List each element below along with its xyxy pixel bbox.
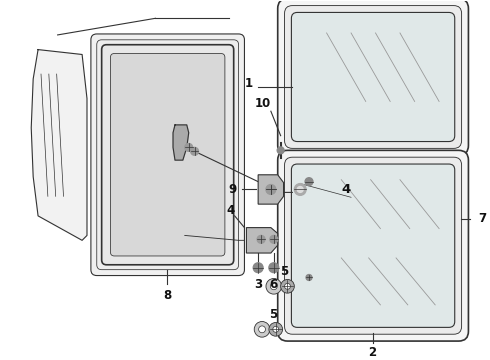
Circle shape xyxy=(305,178,313,185)
FancyBboxPatch shape xyxy=(292,13,455,141)
FancyBboxPatch shape xyxy=(91,34,245,275)
Circle shape xyxy=(259,326,266,333)
Circle shape xyxy=(266,279,282,294)
Text: 5: 5 xyxy=(280,265,289,278)
Text: 9: 9 xyxy=(229,183,237,196)
Text: 4: 4 xyxy=(342,183,351,196)
Text: 8: 8 xyxy=(163,289,172,302)
FancyBboxPatch shape xyxy=(110,54,225,256)
Text: 6: 6 xyxy=(270,278,278,291)
Circle shape xyxy=(270,283,277,290)
Text: 3: 3 xyxy=(254,278,262,291)
FancyBboxPatch shape xyxy=(101,45,234,265)
Text: 7: 7 xyxy=(478,212,487,225)
Circle shape xyxy=(273,327,279,332)
Circle shape xyxy=(281,279,294,293)
Circle shape xyxy=(191,147,198,155)
Circle shape xyxy=(297,186,303,192)
Circle shape xyxy=(266,185,276,194)
Circle shape xyxy=(306,275,312,280)
Circle shape xyxy=(270,235,278,243)
FancyBboxPatch shape xyxy=(97,40,239,270)
Polygon shape xyxy=(31,50,87,240)
FancyBboxPatch shape xyxy=(285,157,462,334)
FancyBboxPatch shape xyxy=(292,164,455,327)
Circle shape xyxy=(269,323,283,336)
FancyBboxPatch shape xyxy=(278,0,468,155)
Circle shape xyxy=(277,147,284,154)
Circle shape xyxy=(294,184,306,195)
Text: 1: 1 xyxy=(245,77,252,90)
Polygon shape xyxy=(173,125,189,160)
Text: 5: 5 xyxy=(269,308,277,321)
Circle shape xyxy=(253,263,263,273)
Text: 2: 2 xyxy=(368,346,377,359)
Text: 4: 4 xyxy=(227,203,235,216)
Circle shape xyxy=(257,235,265,243)
Circle shape xyxy=(254,321,270,337)
FancyBboxPatch shape xyxy=(278,150,468,341)
Text: 10: 10 xyxy=(255,97,271,110)
Circle shape xyxy=(185,144,193,151)
Circle shape xyxy=(269,263,279,273)
Circle shape xyxy=(285,283,291,289)
Polygon shape xyxy=(258,175,284,204)
FancyBboxPatch shape xyxy=(285,6,462,148)
Polygon shape xyxy=(246,228,278,253)
